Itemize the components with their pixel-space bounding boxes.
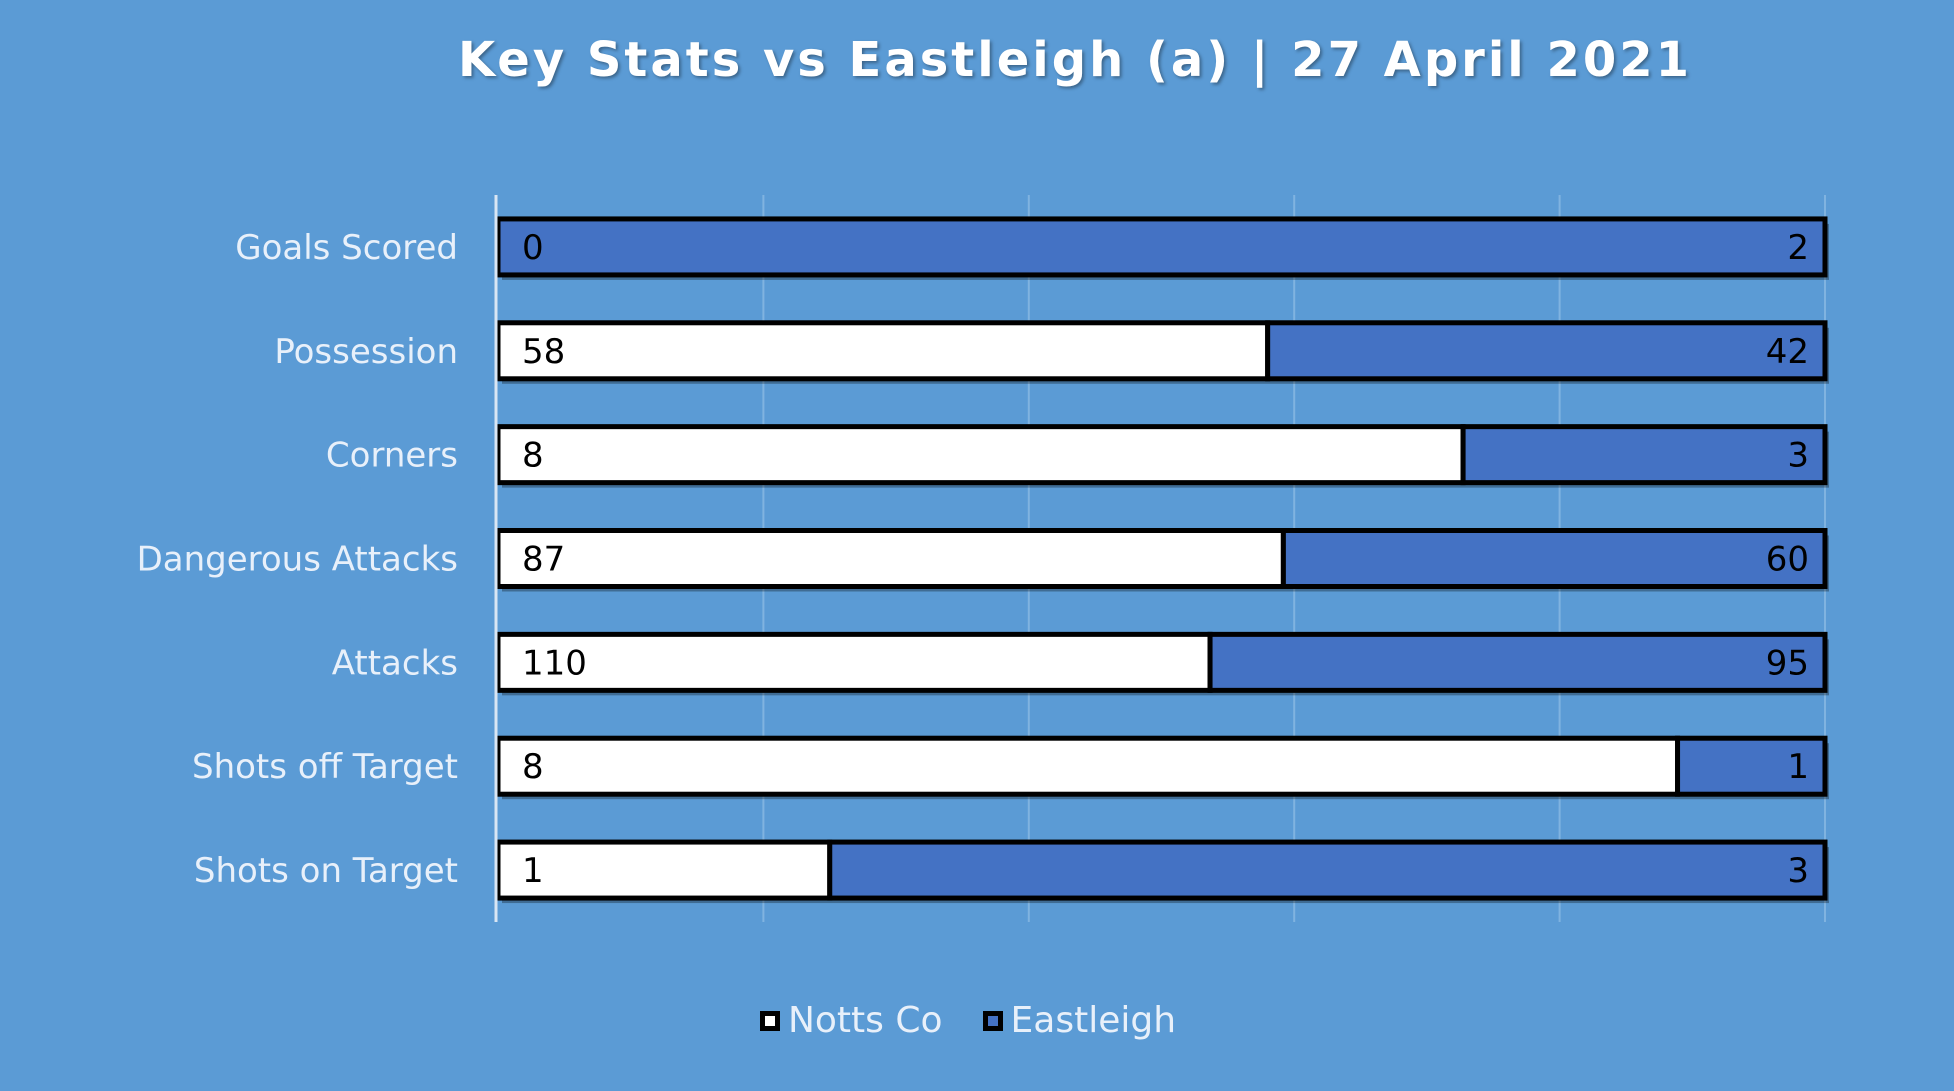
category-label: Shots on Target: [194, 851, 458, 891]
legend-label-notts-co: Notts Co: [787, 1000, 943, 1041]
data-label-eastleigh: 3: [1787, 851, 1809, 891]
legend-label-eastleigh: Eastleigh: [1010, 1000, 1177, 1041]
bar-eastleigh: [827, 839, 1828, 901]
bar-notts-co: [495, 839, 833, 901]
category-label: Shots off Target: [192, 747, 458, 787]
data-label-notts-co: 8: [522, 747, 544, 787]
category-label: Corners: [326, 436, 458, 476]
data-label-eastleigh: 42: [1766, 332, 1809, 372]
bar-eastleigh: [1280, 528, 1828, 589]
legend: Notts Co Eastleigh: [0, 1000, 1945, 1041]
bar-eastleigh: [1460, 424, 1828, 486]
legend-swatch-notts-co: [759, 1010, 780, 1031]
legend-item-notts-co[interactable]: Notts Co: [759, 1000, 943, 1041]
bar-eastleigh: [1207, 631, 1828, 693]
bar-eastleigh: [495, 216, 1828, 278]
bar-notts-co: [495, 528, 1286, 589]
bar-notts-co: [495, 735, 1681, 797]
data-label-notts-co: 1: [522, 851, 544, 891]
bar-notts-co: [495, 631, 1213, 693]
category-label: Attacks: [332, 643, 458, 683]
category-label: Dangerous Attacks: [137, 540, 458, 580]
data-label-notts-co: 8: [522, 436, 544, 476]
data-label-eastleigh: 60: [1766, 540, 1809, 580]
data-label-notts-co: 0: [522, 228, 544, 268]
category-label: Goals Scored: [235, 228, 458, 268]
legend-item-eastleigh[interactable]: Eastleigh: [982, 1000, 1177, 1041]
data-label-notts-co: 58: [522, 332, 565, 372]
bar-eastleigh: [1675, 735, 1828, 797]
bar-notts-co: [495, 320, 1271, 382]
bar-eastleigh: [1265, 320, 1828, 382]
category-label: Possession: [274, 332, 458, 372]
data-label-eastleigh: 3: [1787, 436, 1809, 476]
data-label-notts-co: 110: [522, 643, 587, 683]
data-label-eastleigh: 2: [1787, 228, 1809, 268]
bar-notts-co: [495, 424, 1466, 486]
data-label-eastleigh: 95: [1766, 643, 1809, 683]
chart-title: Key Stats vs Eastleigh (a) | 27 April 20…: [457, 32, 1693, 88]
legend-swatch-eastleigh: [982, 1010, 1003, 1031]
data-label-eastleigh: 1: [1787, 747, 1809, 787]
data-label-notts-co: 87: [522, 540, 565, 580]
